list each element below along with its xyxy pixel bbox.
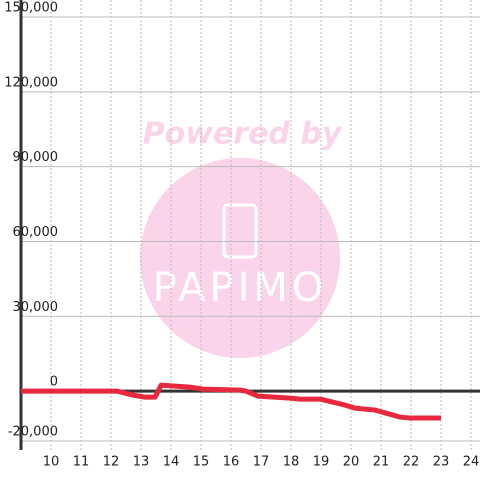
x-tick-label: 16 <box>223 455 240 470</box>
x-tick-label: 10 <box>43 455 60 470</box>
x-tick-label: 24 <box>463 455 480 470</box>
x-tick-label: 21 <box>373 455 390 470</box>
x-tick-label: 17 <box>253 455 270 470</box>
plot <box>21 382 441 421</box>
y-tick-label: 0 <box>50 375 58 390</box>
y-tick-label: 120,000 <box>4 75 58 90</box>
line <box>21 382 441 421</box>
watermark-logo: PAPIMO <box>153 265 328 311</box>
watermark-phone <box>222 203 258 259</box>
y-tick-label: -20,000 <box>8 425 58 440</box>
x-tick-label: 11 <box>73 455 90 470</box>
x-tick-label: 23 <box>433 455 450 470</box>
watermark-text: Powered by <box>143 117 343 152</box>
y-tick-label: 150,000 <box>4 1 58 16</box>
x-tick-label: 20 <box>343 455 360 470</box>
x-tick-label: 15 <box>193 455 210 470</box>
y-tick-label: 90,000 <box>13 150 59 165</box>
x-tick-label: 12 <box>103 455 120 470</box>
x-tick-label: 22 <box>403 455 420 470</box>
x-tick-label: 13 <box>133 455 150 470</box>
x-tick-label: 18 <box>283 455 300 470</box>
x-tick-label: 19 <box>313 455 330 470</box>
x-tick-label: 14 <box>163 455 180 470</box>
y-tick-label: 60,000 <box>13 225 59 240</box>
y-tick-label: 30,000 <box>13 300 59 315</box>
